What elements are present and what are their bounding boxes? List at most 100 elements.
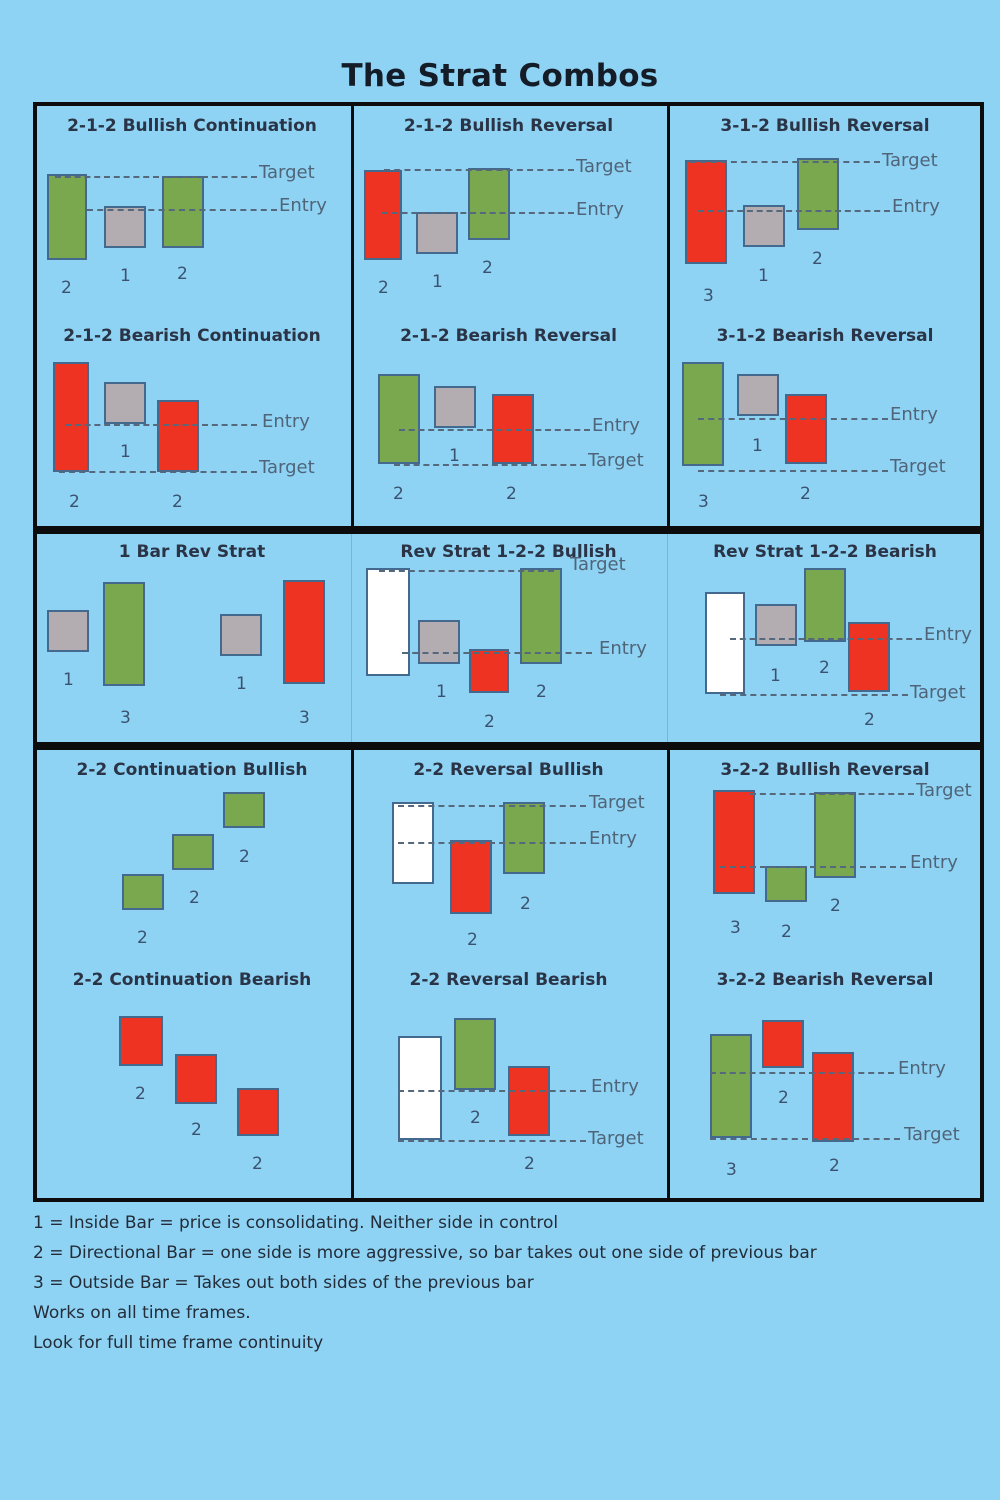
panel-22-reversal-bearish: 2-2 Reversal Bearish Entry Target 2 2 <box>354 960 663 1198</box>
entry-label: Entry <box>892 196 940 217</box>
red-candle <box>469 649 509 693</box>
bar-type-label: 1 <box>758 266 769 286</box>
column-divider <box>667 106 670 526</box>
panel-rev-strat-122-bearish: Rev Strat 1-2-2 Bearish Entry Target 1 2 2 <box>670 532 980 742</box>
bar-type-label: 2 <box>135 1084 146 1104</box>
entry-label: Entry <box>279 195 327 216</box>
bar-type-label: 3 <box>730 918 741 938</box>
bar-type-label: 2 <box>520 894 531 914</box>
target-label: Target <box>882 150 938 171</box>
entry-line <box>65 424 257 426</box>
entry-line <box>402 652 592 654</box>
bar-type-label: 2 <box>393 484 404 504</box>
bar-type-label: 2 <box>482 258 493 278</box>
gray-candle <box>104 206 146 248</box>
target-line <box>379 570 554 572</box>
column-divider <box>351 534 352 742</box>
bar-type-label: 1 <box>63 670 74 690</box>
target-label: Target <box>916 780 972 801</box>
note-directional-bar: 2 = Directional Bar = one side is more a… <box>33 1243 817 1263</box>
note-time-frames: Works on all time frames. <box>33 1303 251 1323</box>
red-candle <box>785 394 827 464</box>
white-candle <box>398 1036 442 1140</box>
bar-type-label: 2 <box>781 922 792 942</box>
green-candle <box>804 568 846 642</box>
bar-type-label: 1 <box>432 272 443 292</box>
bar-type-label: 2 <box>189 888 200 908</box>
bar-type-label: 2 <box>191 1120 202 1140</box>
white-candle <box>366 568 410 676</box>
red-candle <box>508 1066 550 1136</box>
target-line <box>698 470 888 472</box>
green-candle <box>682 362 724 466</box>
target-label: Target <box>890 456 946 477</box>
entry-line <box>730 638 922 640</box>
green-candle <box>468 168 510 240</box>
green-candle <box>765 866 807 902</box>
bar-type-label: 2 <box>467 930 478 950</box>
entry-line <box>87 209 277 211</box>
bar-type-label: 3 <box>703 286 714 306</box>
red-candle <box>812 1052 854 1142</box>
bar-type-label: 2 <box>137 928 148 948</box>
panel-title: 3-2-2 Bearish Reversal <box>716 970 934 990</box>
panel-22-reversal-bullish: 2-2 Reversal Bullish Target Entry 2 2 <box>354 750 663 960</box>
panel-322-bearish-reversal: 3-2-2 Bearish Reversal Entry Target 3 2 2 <box>670 960 980 1198</box>
panel-title: 2-2 Reversal Bearish <box>409 970 608 990</box>
red-candle <box>237 1088 279 1136</box>
bar-type-label: 1 <box>449 446 460 466</box>
target-label: Target <box>589 792 645 813</box>
bar-type-label: 1 <box>770 666 781 686</box>
entry-label: Entry <box>576 199 624 220</box>
panel-title: 2-1-2 Bullish Continuation <box>67 116 317 136</box>
bar-type-label: 1 <box>436 682 447 702</box>
green-candle <box>797 158 839 230</box>
panel-title: 2-2 Reversal Bullish <box>413 760 604 780</box>
legend-notes: 1 = Inside Bar = price is consolidating.… <box>33 1208 817 1358</box>
column-divider <box>351 106 354 526</box>
panel-title: 3-1-2 Bullish Reversal <box>720 116 930 136</box>
bar-type-label: 2 <box>61 278 72 298</box>
gray-candle <box>418 620 460 664</box>
entry-line <box>398 1090 586 1092</box>
bar-type-label: 1 <box>120 266 131 286</box>
entry-label: Entry <box>262 411 310 432</box>
red-candle <box>450 840 492 914</box>
target-label: Target <box>904 1124 960 1145</box>
column-divider <box>351 750 354 1198</box>
panel-title: Rev Strat 1-2-2 Bullish <box>400 542 617 562</box>
panel-212-bearish-reversal: 2-1-2 Bearish Reversal Entry Target 2 1 2 <box>354 316 663 526</box>
red-candle <box>762 1020 804 1068</box>
section-212-combos <box>33 102 984 530</box>
bar-type-label: 3 <box>698 492 709 512</box>
green-candle <box>454 1018 496 1090</box>
gray-candle <box>743 205 785 247</box>
green-candle <box>162 176 204 248</box>
panel-title: 3-2-2 Bullish Reversal <box>720 760 930 780</box>
section-22-combos <box>33 746 984 1202</box>
bar-type-label: 2 <box>864 710 875 730</box>
panel-312-bullish-reversal: 3-1-2 Bullish Reversal Target Entry 3 1 2 <box>670 106 980 312</box>
entry-label: Entry <box>592 415 640 436</box>
entry-label: Entry <box>924 624 972 645</box>
target-line <box>59 471 257 473</box>
red-candle <box>283 580 325 684</box>
page-title: The Strat Combos <box>341 58 659 94</box>
green-candle <box>172 834 214 870</box>
gray-candle <box>737 374 779 416</box>
panel-title: 2-1-2 Bullish Reversal <box>403 116 614 136</box>
column-divider <box>667 750 670 1198</box>
bar-type-label: 2 <box>778 1088 789 1108</box>
section-rev-strat <box>33 530 984 746</box>
panel-title: 2-1-2 Bearish Continuation <box>63 326 321 346</box>
target-line <box>394 464 586 466</box>
combos-grid: 2-1-2 Bullish Continuation Target Entry 2 1 2… <box>33 102 984 1202</box>
entry-label: Entry <box>589 828 637 849</box>
bar-type-label: 2 <box>69 492 80 512</box>
bar-type-label: 2 <box>536 682 547 702</box>
bar-type-label: 2 <box>830 896 841 916</box>
panel-title: 2-2 Continuation Bullish <box>76 760 308 780</box>
bar-type-label: 2 <box>484 712 495 732</box>
green-candle <box>378 374 420 464</box>
red-candle <box>848 622 890 692</box>
